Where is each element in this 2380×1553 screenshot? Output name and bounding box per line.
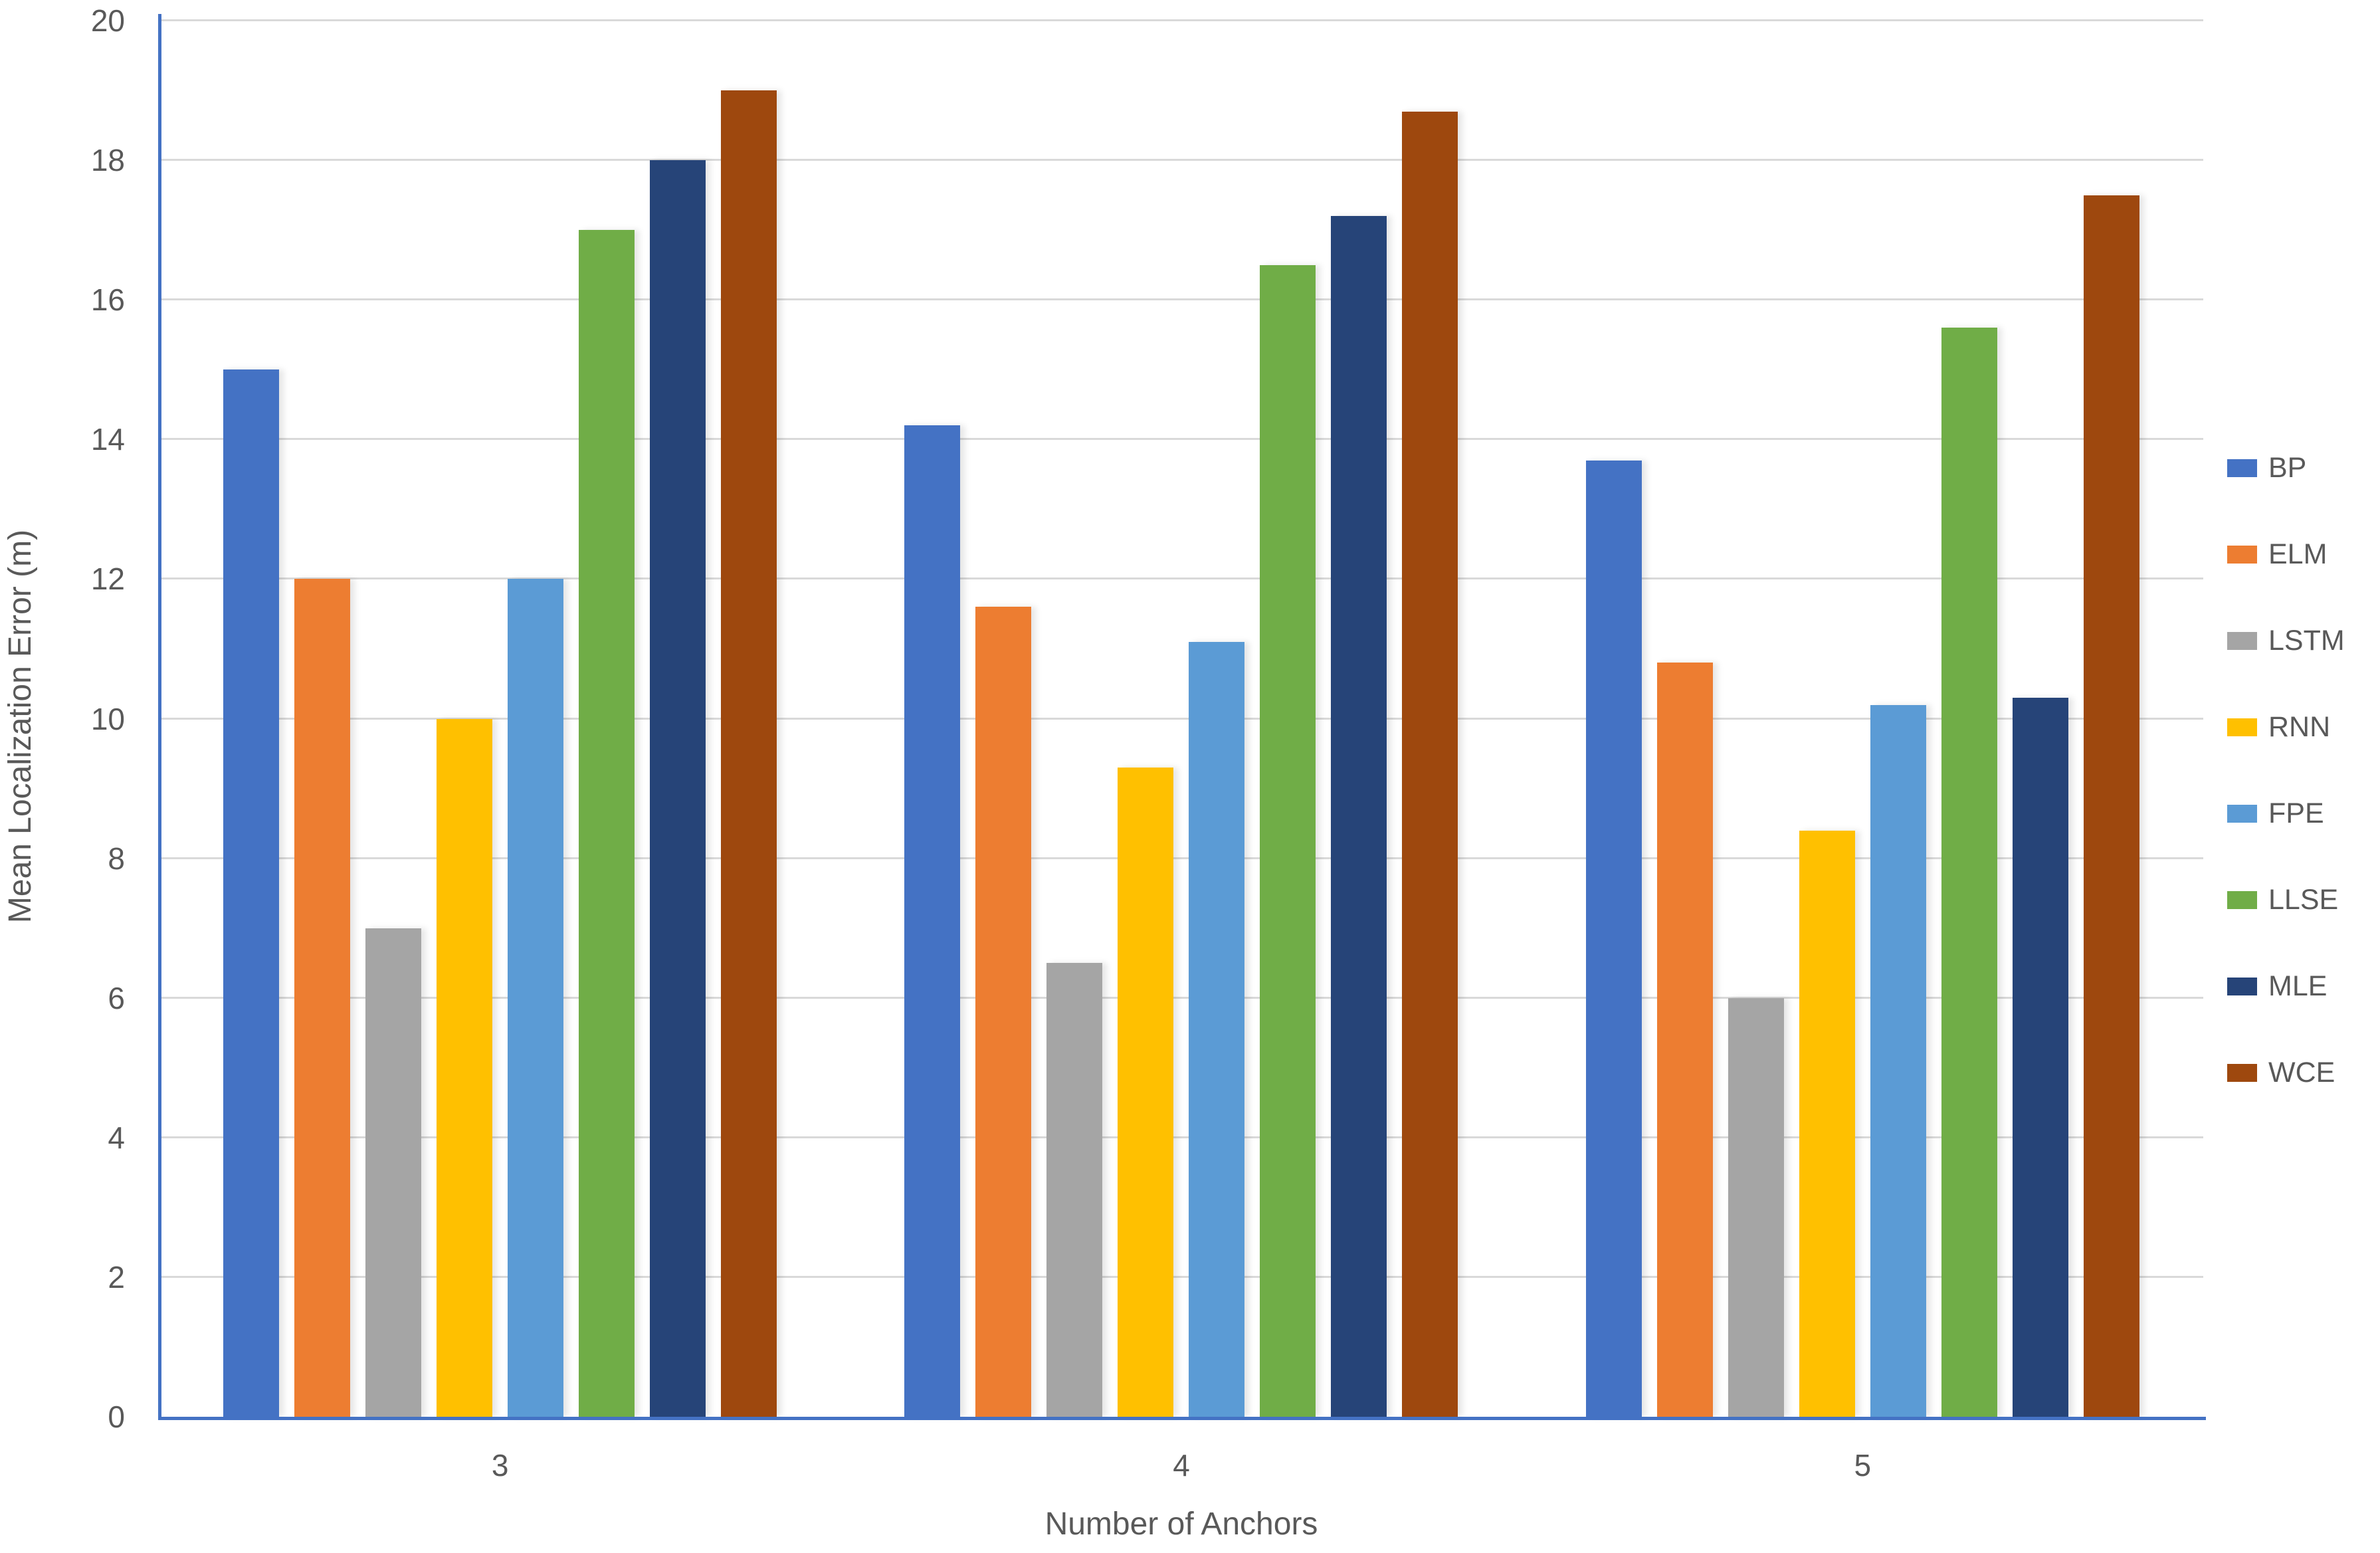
- gridline-18: [159, 159, 2203, 161]
- bar-WCE-4: [1402, 111, 1458, 1417]
- bar-WCE-3: [721, 90, 777, 1417]
- bar-group-5: [1522, 21, 2203, 1417]
- bar-LSTM-4: [1046, 963, 1103, 1417]
- bar-LSTM-3: [365, 928, 422, 1417]
- y-tick-label-16: 16: [90, 282, 125, 318]
- legend: BP ELM LSTM RNN FPE LLSE MLE WCE: [2227, 449, 2345, 1091]
- bar-LLSE-4: [1260, 264, 1316, 1417]
- legend-label-LSTM: LSTM: [2268, 624, 2345, 657]
- bar-group-4: [841, 21, 1522, 1417]
- bar-WCE-5: [2083, 195, 2139, 1417]
- legend-swatch-LSTM: [2227, 631, 2257, 650]
- gridline-8: [159, 857, 2203, 859]
- legend-label-FPE: FPE: [2268, 797, 2324, 829]
- legend-label-ELM: ELM: [2268, 538, 2328, 570]
- legend-label-BP: BP: [2268, 451, 2307, 484]
- bar-ELM-5: [1656, 663, 1713, 1417]
- y-tick-label-18: 18: [90, 143, 125, 178]
- legend-item-MLE: MLE: [2227, 968, 2345, 1005]
- bar-MLE-4: [1331, 216, 1387, 1417]
- y-tick-label-0: 0: [108, 1399, 125, 1434]
- y-tick-label-10: 10: [90, 701, 125, 736]
- legend-item-FPE: FPE: [2227, 795, 2345, 832]
- bar-MLE-5: [2012, 698, 2068, 1417]
- legend-item-LSTM: LSTM: [2227, 622, 2345, 659]
- legend-label-RNN: RNN: [2268, 710, 2331, 743]
- legend-swatch-WCE: [2227, 1063, 2257, 1082]
- bar-ELM-4: [975, 607, 1032, 1417]
- gridline-16: [159, 298, 2203, 301]
- bar-LLSE-5: [1941, 328, 1997, 1417]
- gridline-12: [159, 577, 2203, 580]
- bar-BP-4: [904, 425, 961, 1417]
- legend-swatch-RNN: [2227, 718, 2257, 736]
- y-tick-label-14: 14: [90, 422, 125, 457]
- gridline-14: [159, 438, 2203, 441]
- legend-swatch-ELM: [2227, 545, 2257, 564]
- y-axis-line: [158, 14, 161, 1417]
- bar-MLE-3: [650, 160, 706, 1417]
- gridline-6: [159, 996, 2203, 999]
- bar-BP-5: [1585, 460, 1642, 1417]
- plot-area: [158, 14, 2206, 1420]
- legend-item-BP: BP: [2227, 449, 2345, 486]
- bar-BP-3: [223, 369, 280, 1417]
- bar-FPE-4: [1189, 641, 1245, 1417]
- bar-group-3: [159, 21, 841, 1417]
- legend-item-RNN: RNN: [2227, 708, 2345, 746]
- legend-label-LLSE: LLSE: [2268, 883, 2339, 916]
- legend-label-WCE: WCE: [2268, 1056, 2335, 1088]
- bar-RNN-3: [437, 718, 493, 1417]
- x-axis-title: Number of Anchors: [1044, 1506, 1318, 1542]
- bar-FPE-3: [508, 579, 564, 1417]
- legend-label-MLE: MLE: [2268, 970, 2328, 1002]
- y-tick-label-8: 8: [108, 841, 125, 876]
- legend-swatch-LLSE: [2227, 890, 2257, 909]
- gridline-20: [159, 19, 2203, 21]
- bar-FPE-5: [1870, 704, 1926, 1417]
- legend-swatch-BP: [2227, 459, 2257, 477]
- y-tick-label-6: 6: [108, 980, 125, 1015]
- gridline-10: [159, 717, 2203, 720]
- legend-item-LLSE: LLSE: [2227, 881, 2345, 918]
- bar-RNN-5: [1799, 830, 1855, 1417]
- legend-item-ELM: ELM: [2227, 536, 2345, 573]
- x-tick-label-3: 3: [491, 1448, 509, 1483]
- bar-RNN-4: [1118, 768, 1174, 1417]
- y-tick-label-2: 2: [108, 1259, 125, 1294]
- bar-LSTM-5: [1728, 997, 1784, 1417]
- x-tick-label-5: 5: [1854, 1448, 1872, 1483]
- y-tick-label-12: 12: [90, 562, 125, 597]
- gridline-2: [159, 1275, 2203, 1278]
- y-tick-label-20: 20: [90, 3, 125, 38]
- x-tick-label-4: 4: [1173, 1448, 1190, 1483]
- gridline-4: [159, 1136, 2203, 1138]
- bar-ELM-3: [294, 579, 351, 1417]
- legend-swatch-MLE: [2227, 977, 2257, 995]
- x-axis-line: [158, 1417, 2206, 1420]
- y-tick-label-4: 4: [108, 1120, 125, 1155]
- legend-item-WCE: WCE: [2227, 1054, 2345, 1091]
- bar-LLSE-3: [579, 230, 635, 1417]
- legend-swatch-FPE: [2227, 804, 2257, 823]
